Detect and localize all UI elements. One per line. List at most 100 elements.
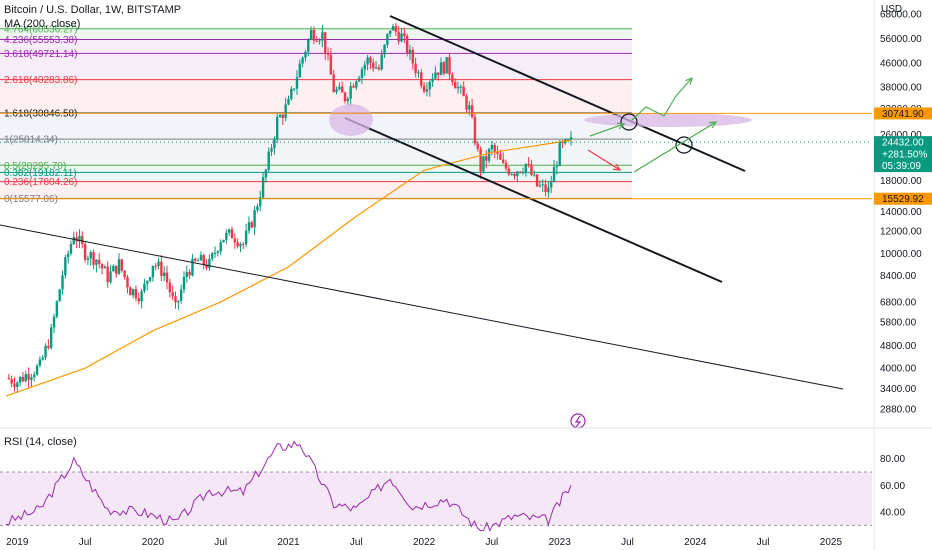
- candle-body: [278, 114, 282, 118]
- x-tick-label: Jul: [350, 537, 363, 548]
- rsi-indicator-label: RSI (14, close): [4, 436, 77, 448]
- x-tick-label: 2023: [549, 537, 572, 548]
- candle-body: [352, 86, 355, 88]
- candle-body: [261, 177, 265, 198]
- fib-level-label: 0.236(17804.26): [4, 177, 77, 188]
- candle-body: [473, 117, 477, 144]
- candle-body: [13, 383, 16, 387]
- candle-body: [524, 163, 527, 172]
- highlight-ellipse: [329, 104, 373, 136]
- candle-body: [502, 159, 505, 163]
- candle-body: [372, 62, 375, 69]
- rsi-line: [5, 440, 572, 532]
- y-tick-label: 26000.00: [880, 130, 922, 141]
- candle-body: [55, 301, 59, 317]
- candle-body: [50, 327, 53, 348]
- fib-bands: [0, 28, 632, 199]
- candle-body: [253, 210, 256, 228]
- x-tick-label: 2025: [820, 537, 843, 548]
- candle-body: [21, 376, 25, 382]
- candle-body: [7, 377, 11, 379]
- price-tag-change: +281.50%: [882, 150, 927, 161]
- candle-body: [374, 67, 378, 69]
- candle-body: [256, 206, 259, 211]
- candle-body: [324, 32, 327, 54]
- axes: 68000.0056000.0046000.0038000.0032000.00…: [6, 0, 932, 550]
- candle-body: [386, 33, 389, 45]
- candle-body: [18, 376, 22, 383]
- candle-body: [403, 33, 406, 36]
- candle-body: [307, 39, 310, 52]
- candle-body: [131, 289, 135, 296]
- candle-body: [83, 243, 87, 260]
- candle-body: [377, 67, 381, 70]
- candle-body: [123, 270, 126, 278]
- candle-body: [194, 258, 197, 261]
- candle-body: [233, 238, 237, 243]
- candle-body: [100, 264, 104, 269]
- lightning-icon-bolt: [574, 415, 582, 428]
- price-tag: [874, 136, 932, 173]
- candle-body: [445, 57, 448, 74]
- candle-body: [552, 167, 556, 183]
- candle-body: [267, 151, 270, 170]
- candle-body: [78, 235, 81, 242]
- candle-body: [439, 62, 443, 75]
- candle-body: [134, 289, 138, 299]
- candle-body: [10, 378, 13, 384]
- candle-body: [479, 148, 482, 172]
- y-tick-label: 6800.00: [880, 297, 917, 308]
- candle-body: [112, 265, 115, 272]
- candle-body: [326, 53, 330, 55]
- candle-body: [476, 143, 479, 149]
- candle-body: [513, 173, 516, 177]
- rsi-tick-label: 40.00: [880, 508, 905, 519]
- y-tick-label: 56000.00: [880, 34, 922, 45]
- target-ellipse: [584, 113, 752, 127]
- candle-body: [202, 255, 205, 265]
- candle-body: [431, 78, 434, 82]
- candle-body: [380, 54, 383, 70]
- candle-body: [335, 89, 338, 93]
- candle-body: [38, 359, 42, 366]
- rsi-band: [0, 472, 872, 526]
- candle-body: [230, 229, 234, 239]
- candle-body: [569, 137, 573, 140]
- price-tag: [874, 192, 932, 205]
- lightning-icon: [570, 413, 586, 429]
- candle-body: [114, 265, 118, 274]
- candle-body: [66, 253, 70, 258]
- candle-body: [284, 104, 287, 118]
- candle-body: [287, 98, 290, 105]
- y-tick-label: 68000.00: [880, 10, 922, 21]
- candle-body: [171, 292, 174, 297]
- candle-body: [437, 72, 440, 75]
- x-tick-label: 2022: [413, 537, 436, 548]
- candle-body: [357, 77, 361, 82]
- candle-body: [369, 57, 372, 63]
- price-tag-label: 15529.92: [882, 194, 924, 205]
- candle-body: [493, 145, 496, 152]
- candle-body: [561, 142, 564, 144]
- candle-body: [516, 171, 519, 177]
- candle-body: [143, 283, 146, 292]
- long-trendline: [0, 224, 844, 390]
- circle-marker: [620, 113, 638, 131]
- candle-body: [24, 374, 27, 382]
- y-tick-label: 18000.00: [880, 176, 922, 187]
- candle-body: [242, 243, 245, 245]
- candle-body: [383, 44, 386, 55]
- candle-body: [276, 117, 279, 140]
- candle-body: [177, 300, 180, 303]
- ma200-line: [5, 139, 572, 397]
- candle-body: [360, 69, 364, 78]
- candle-body: [211, 253, 214, 259]
- rsi-pane: [0, 427, 932, 532]
- candle-body: [239, 243, 242, 247]
- candle-body: [27, 374, 30, 380]
- green-arrow-1: [589, 123, 625, 137]
- candle-body: [338, 86, 341, 90]
- candle-body: [199, 255, 203, 261]
- candle-body: [527, 163, 530, 165]
